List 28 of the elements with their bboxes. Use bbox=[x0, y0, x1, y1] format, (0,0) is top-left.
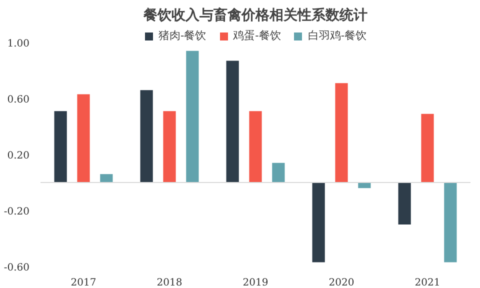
x-tick-label: 2017 bbox=[70, 278, 96, 288]
chart-title: 餐饮收入与畜禽价格相关性系数统计 bbox=[142, 6, 368, 24]
bar bbox=[272, 162, 285, 182]
bar bbox=[335, 83, 348, 182]
y-tick-label: 0.20 bbox=[7, 150, 30, 162]
bar bbox=[249, 111, 262, 182]
legend-label: 猪肉-餐饮 bbox=[158, 29, 206, 43]
y-tick-label: -0.60 bbox=[4, 262, 30, 274]
bar bbox=[54, 111, 67, 182]
bar bbox=[226, 60, 239, 182]
bar bbox=[398, 182, 411, 224]
x-tick-label: 2020 bbox=[328, 278, 354, 288]
y-tick-label: 1.00 bbox=[7, 38, 30, 50]
y-tick-label: 0.60 bbox=[7, 94, 30, 106]
legend-label: 白羽鸡-餐饮 bbox=[308, 29, 367, 43]
x-tick-label: 2021 bbox=[414, 278, 440, 288]
bar bbox=[163, 111, 176, 182]
bar bbox=[186, 50, 199, 182]
bar bbox=[140, 90, 153, 182]
bar bbox=[421, 114, 434, 182]
x-tick-label: 2019 bbox=[242, 278, 268, 288]
x-tick-label: 2018 bbox=[156, 278, 182, 288]
bar bbox=[444, 182, 457, 262]
bar bbox=[312, 182, 325, 262]
y-tick-label: -0.20 bbox=[4, 206, 30, 218]
legend-label: 鸡蛋-餐饮 bbox=[233, 29, 281, 43]
bar bbox=[77, 94, 90, 182]
bar bbox=[100, 174, 113, 182]
